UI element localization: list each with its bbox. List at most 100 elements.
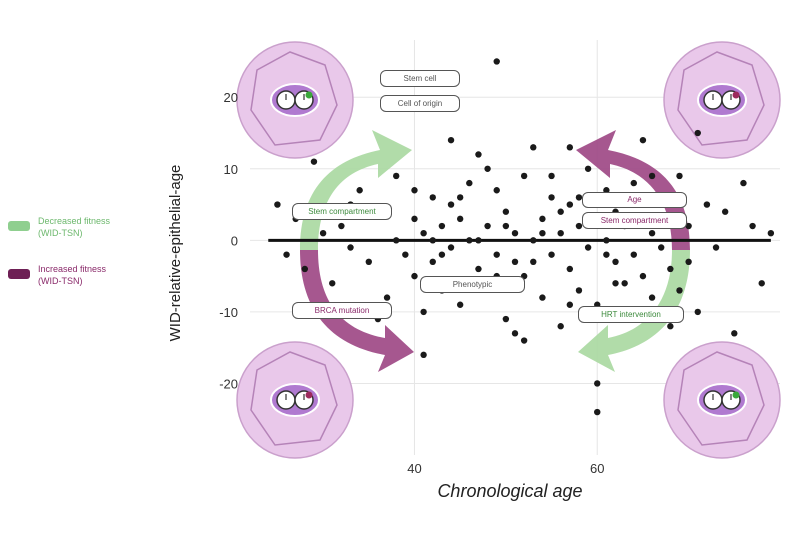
status-dot [305,91,313,99]
decorations [236,41,781,459]
legend-swatch-green [8,221,30,231]
data-point [566,301,574,308]
data-point [338,222,345,230]
data-point [511,229,519,237]
data-point [356,187,363,194]
data-point [493,187,500,194]
data-point [603,237,610,244]
data-point [530,144,537,151]
data-point [648,229,656,237]
x-tick-label: 40 [407,461,421,476]
data-point [639,136,647,144]
data-point [475,265,482,273]
y-axis-label: WID-relative-epithelial-age [167,165,184,342]
legend-increased-sub: (WID-TSN) [38,276,83,286]
data-point [694,129,701,137]
data-point [447,136,455,144]
legend-increased-label: Increased fitness [38,264,107,274]
arrow-green-right [578,250,690,372]
x-axis-label: Chronological age [437,481,582,501]
data-point [767,229,775,237]
data-point [575,194,583,201]
data-point [502,208,510,215]
arrow-purple-left [300,250,414,372]
cell-outline [677,351,765,446]
data-point [539,215,546,223]
data-point [548,194,555,201]
data-point [411,187,418,194]
data-point [731,330,738,337]
data-point [566,144,574,151]
data-point [676,287,683,294]
arrow-purple-right [576,130,690,250]
data-point [676,172,683,180]
data-point [694,308,701,316]
legend-decreased-sub: (WID-TSN) [38,228,83,238]
data-point [749,222,756,230]
data-point [539,294,546,301]
status-dot [732,91,740,99]
callout-right-purple-1: Stem compartment [582,212,687,229]
data-point [402,251,409,258]
callout-center: Phenotypic [420,276,525,293]
callout-top-left-1: Stem cell [380,70,460,87]
data-point [594,380,601,387]
y-tick-label: 0 [231,233,238,248]
data-point [420,351,427,359]
y-tick-label: 20 [224,90,238,105]
data-point [721,208,729,215]
data-point [484,222,491,230]
status-dot [732,391,740,399]
data-point [511,330,519,337]
cell-illustration-3 [236,341,354,459]
data-point [548,251,555,258]
data-point [612,280,619,287]
data-point [319,229,327,237]
data-point [429,194,436,201]
data-point [456,215,464,223]
data-point [603,251,610,258]
x-tick-label: 60 [590,461,604,476]
data-point [301,265,309,273]
data-point [447,244,455,251]
data-point [393,237,400,244]
data-point [511,258,519,266]
data-point [685,258,692,266]
data-point [658,244,665,251]
data-point [429,237,436,244]
data-point [438,251,446,258]
data-point [365,258,372,266]
legend-swatch-purple [8,269,30,279]
data-point [575,287,583,294]
data-point [667,265,674,273]
cell-illustration-1 [236,41,354,159]
data-point [557,229,564,237]
data-point [703,201,711,208]
data-point [283,251,290,258]
data-point [347,244,354,251]
callout-right-green: HRT intervention [578,306,684,323]
axes: 20 10 0 -10 -20 40 60 [219,90,604,476]
data-point [475,237,482,244]
cell-outline [677,51,765,146]
cell-illustration-4 [663,341,781,459]
data-point [548,172,555,180]
data-point [685,222,692,230]
data-point [530,258,537,266]
cell-outline [250,51,338,146]
data-point [758,280,765,287]
callout-top-left-2: Cell of origin [380,95,460,112]
data-point [493,58,500,65]
data-point [530,237,537,244]
data-point [520,337,528,344]
data-point [411,272,418,280]
data-point [639,272,647,280]
data-point [466,237,473,244]
data-point [456,301,464,308]
data-point [329,280,336,287]
data-point [274,201,281,208]
data-point [740,179,747,187]
cell-outline [250,351,338,446]
data-point [667,323,674,330]
